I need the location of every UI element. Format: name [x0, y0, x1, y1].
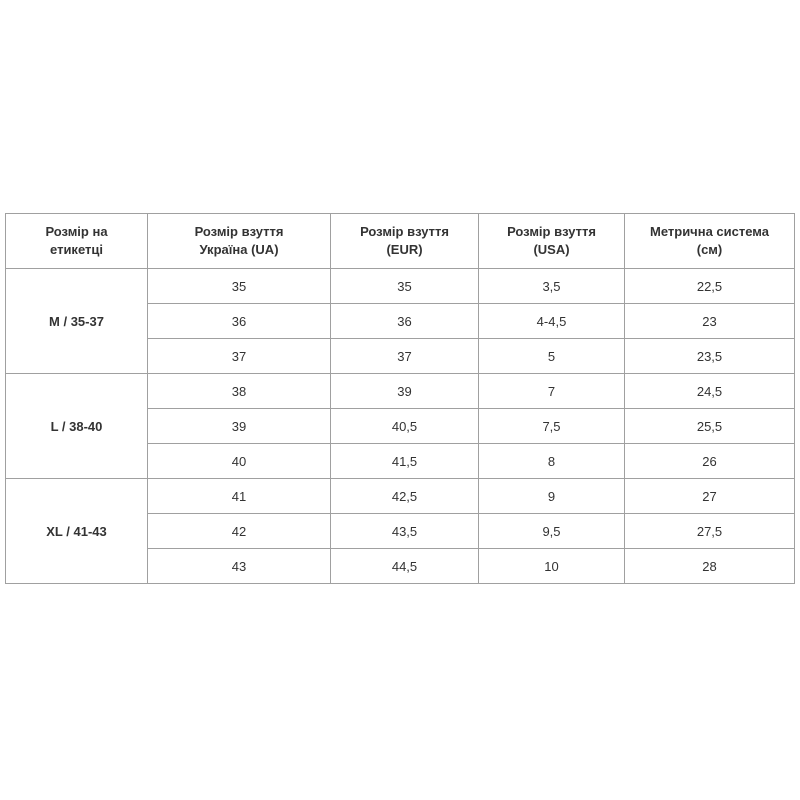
- cell-usa-size: 9,5: [478, 513, 625, 549]
- cell-ua-size: 35: [147, 268, 331, 304]
- cell-ua-size: 37: [147, 338, 331, 374]
- cell-metric-cm: 24,5: [624, 373, 795, 409]
- header-line: Розмір взуття: [194, 224, 284, 239]
- cell-metric-cm: 25,5: [624, 408, 795, 444]
- cell-ua-size: 41: [147, 478, 331, 514]
- header-line: Розмір взуття: [360, 224, 449, 239]
- table-row: L / 38-40 38 39 7 24,5: [5, 373, 795, 479]
- size-group-label: XL / 41-43: [5, 478, 148, 584]
- header-metric-cm: Метрична система (см): [624, 213, 795, 269]
- cell-eur-size: 41,5: [330, 443, 479, 479]
- table-row: 42 43,5 9,5 27,5: [6, 513, 795, 549]
- cell-usa-size: 9: [478, 478, 625, 514]
- cell-usa-size: 10: [478, 548, 625, 584]
- cell-metric-cm: 23: [624, 303, 795, 339]
- table-row: 43 44,5 10 28: [6, 548, 795, 584]
- cell-ua-size: 38: [147, 373, 331, 409]
- cell-ua-size: 36: [147, 303, 331, 339]
- cell-metric-cm: 28: [624, 548, 795, 584]
- size-group-label: M / 35-37: [5, 268, 148, 374]
- cell-eur-size: 36: [330, 303, 479, 339]
- cell-eur-size: 35: [330, 268, 479, 304]
- header-line: Розмір взуття: [507, 224, 596, 239]
- cell-ua-size: 42: [147, 513, 331, 549]
- size-group-label: L / 38-40: [5, 373, 148, 479]
- cell-usa-size: 5: [478, 338, 625, 374]
- cell-eur-size: 44,5: [330, 548, 479, 584]
- table-row: XL / 41-43 41 42,5 9 27: [5, 478, 795, 584]
- header-line: (EUR): [386, 242, 423, 257]
- cell-eur-size: 40,5: [330, 408, 479, 444]
- cell-eur-size: 42,5: [330, 478, 479, 514]
- header-line: Розмір на: [45, 224, 108, 239]
- cell-eur-size: 37: [330, 338, 479, 374]
- header-line: (см): [696, 242, 723, 257]
- cell-usa-size: 3,5: [478, 268, 625, 304]
- header-line: Метрична система: [650, 224, 769, 239]
- cell-ua-size: 40: [147, 443, 331, 479]
- header-line: Україна (UA): [199, 242, 279, 257]
- header-eur-size: Розмір взуття (EUR): [330, 213, 479, 269]
- header-line: етикетці: [50, 242, 103, 257]
- cell-metric-cm: 27: [624, 478, 795, 514]
- cell-ua-size: 43: [147, 548, 331, 584]
- cell-ua-size: 39: [147, 408, 331, 444]
- cell-metric-cm: 26: [624, 443, 795, 479]
- table-row: M / 35-37 35 35 3,5 22,5: [5, 268, 795, 374]
- cell-usa-size: 7,5: [478, 408, 625, 444]
- header-label-size: Розмір на етикетці: [5, 213, 148, 269]
- table-row: 36 36 4-4,5 23: [6, 303, 795, 339]
- cell-usa-size: 7: [478, 373, 625, 409]
- cell-usa-size: 8: [478, 443, 625, 479]
- header-row: Розмір на етикетці Розмір взуття Україна (U…: [5, 213, 795, 269]
- cell-eur-size: 43,5: [330, 513, 479, 549]
- cell-eur-size: 39: [330, 373, 479, 409]
- cell-metric-cm: 22,5: [624, 268, 795, 304]
- cell-metric-cm: 27,5: [624, 513, 795, 549]
- header-ua-size: Розмір взуття Україна (UA): [147, 213, 331, 269]
- table-row: 37 37 5 23,5: [6, 338, 795, 374]
- cell-usa-size: 4-4,5: [478, 303, 625, 339]
- size-chart-table: Розмір на етикетці Розмір взуття Україна (U…: [5, 213, 795, 584]
- table-row: 39 40,5 7,5 25,5: [6, 408, 795, 444]
- header-usa-size: Розмір взуття (USA): [478, 213, 625, 269]
- cell-metric-cm: 23,5: [624, 338, 795, 374]
- header-line: (USA): [533, 242, 570, 257]
